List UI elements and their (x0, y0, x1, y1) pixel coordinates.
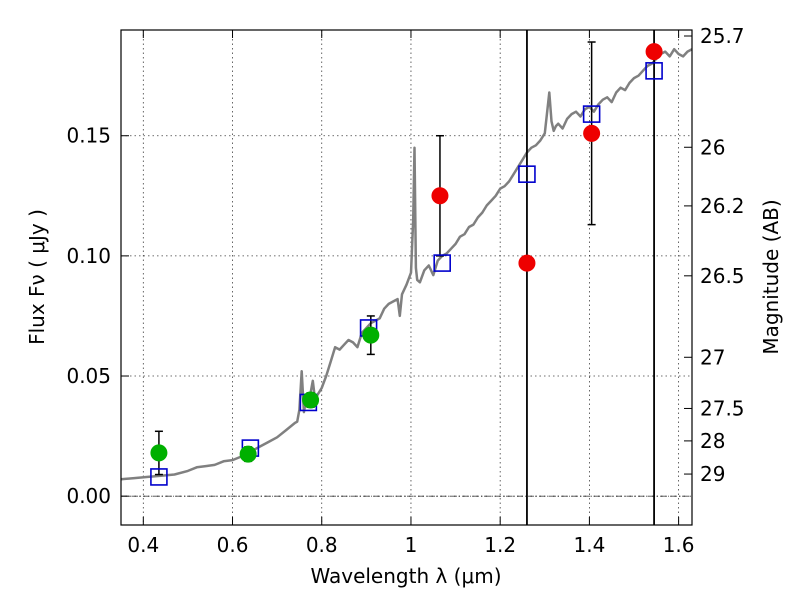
model-square-point (518, 165, 536, 183)
data-point (362, 326, 380, 344)
x-tick-label: 1 (405, 533, 418, 557)
y-axis-label: Flux Fν ( μJy ) (25, 209, 49, 345)
model-square-point (582, 105, 601, 123)
right-tick-label: 26.5 (700, 264, 745, 288)
y-tick-label: 0.05 (66, 364, 111, 388)
right-tick-label: 26.2 (700, 194, 745, 218)
x-axis-label: Wavelength λ (μm) (310, 564, 501, 588)
right-axis-label: Magnitude (AB) (759, 199, 783, 354)
model-square-point (645, 62, 663, 80)
y-tick-label: 0.10 (66, 244, 111, 268)
right-tick-label: 27.5 (700, 396, 745, 420)
x-tick-label: 1.6 (663, 533, 695, 557)
grid (121, 30, 692, 525)
plot-area (121, 30, 692, 525)
axes-ticks: 0.4 0.6 0.8 1 1.2 1.4 1.6 0.00 0.05 0.10 0.15 25.7 2… (66, 24, 744, 557)
model-square-point (150, 468, 168, 486)
x-tick-label: 0.4 (127, 533, 159, 557)
data-point (645, 43, 663, 61)
x-tick-label: 1.2 (484, 533, 516, 557)
y-tick-label: 0.00 (66, 484, 111, 508)
x-tick-label: 1.4 (573, 533, 605, 557)
plot-frame (120, 29, 693, 526)
data-point (150, 444, 168, 462)
right-tick-label: 29 (700, 462, 725, 486)
data-point (583, 124, 601, 142)
right-tick-label: 28 (700, 429, 725, 453)
model-spectrum-line (121, 47, 692, 481)
data-point (431, 187, 449, 205)
data-point (518, 254, 536, 272)
right-tick-label: 25.7 (700, 24, 745, 48)
x-tick-label: 0.8 (306, 533, 338, 557)
right-tick-label: 26 (700, 135, 725, 159)
x-tick-label: 0.6 (217, 533, 249, 557)
model-square-point (433, 254, 451, 272)
data-point (302, 391, 320, 409)
data-point (239, 445, 257, 463)
y-tick-label: 0.15 (66, 124, 111, 148)
right-tick-label: 27 (700, 345, 725, 369)
